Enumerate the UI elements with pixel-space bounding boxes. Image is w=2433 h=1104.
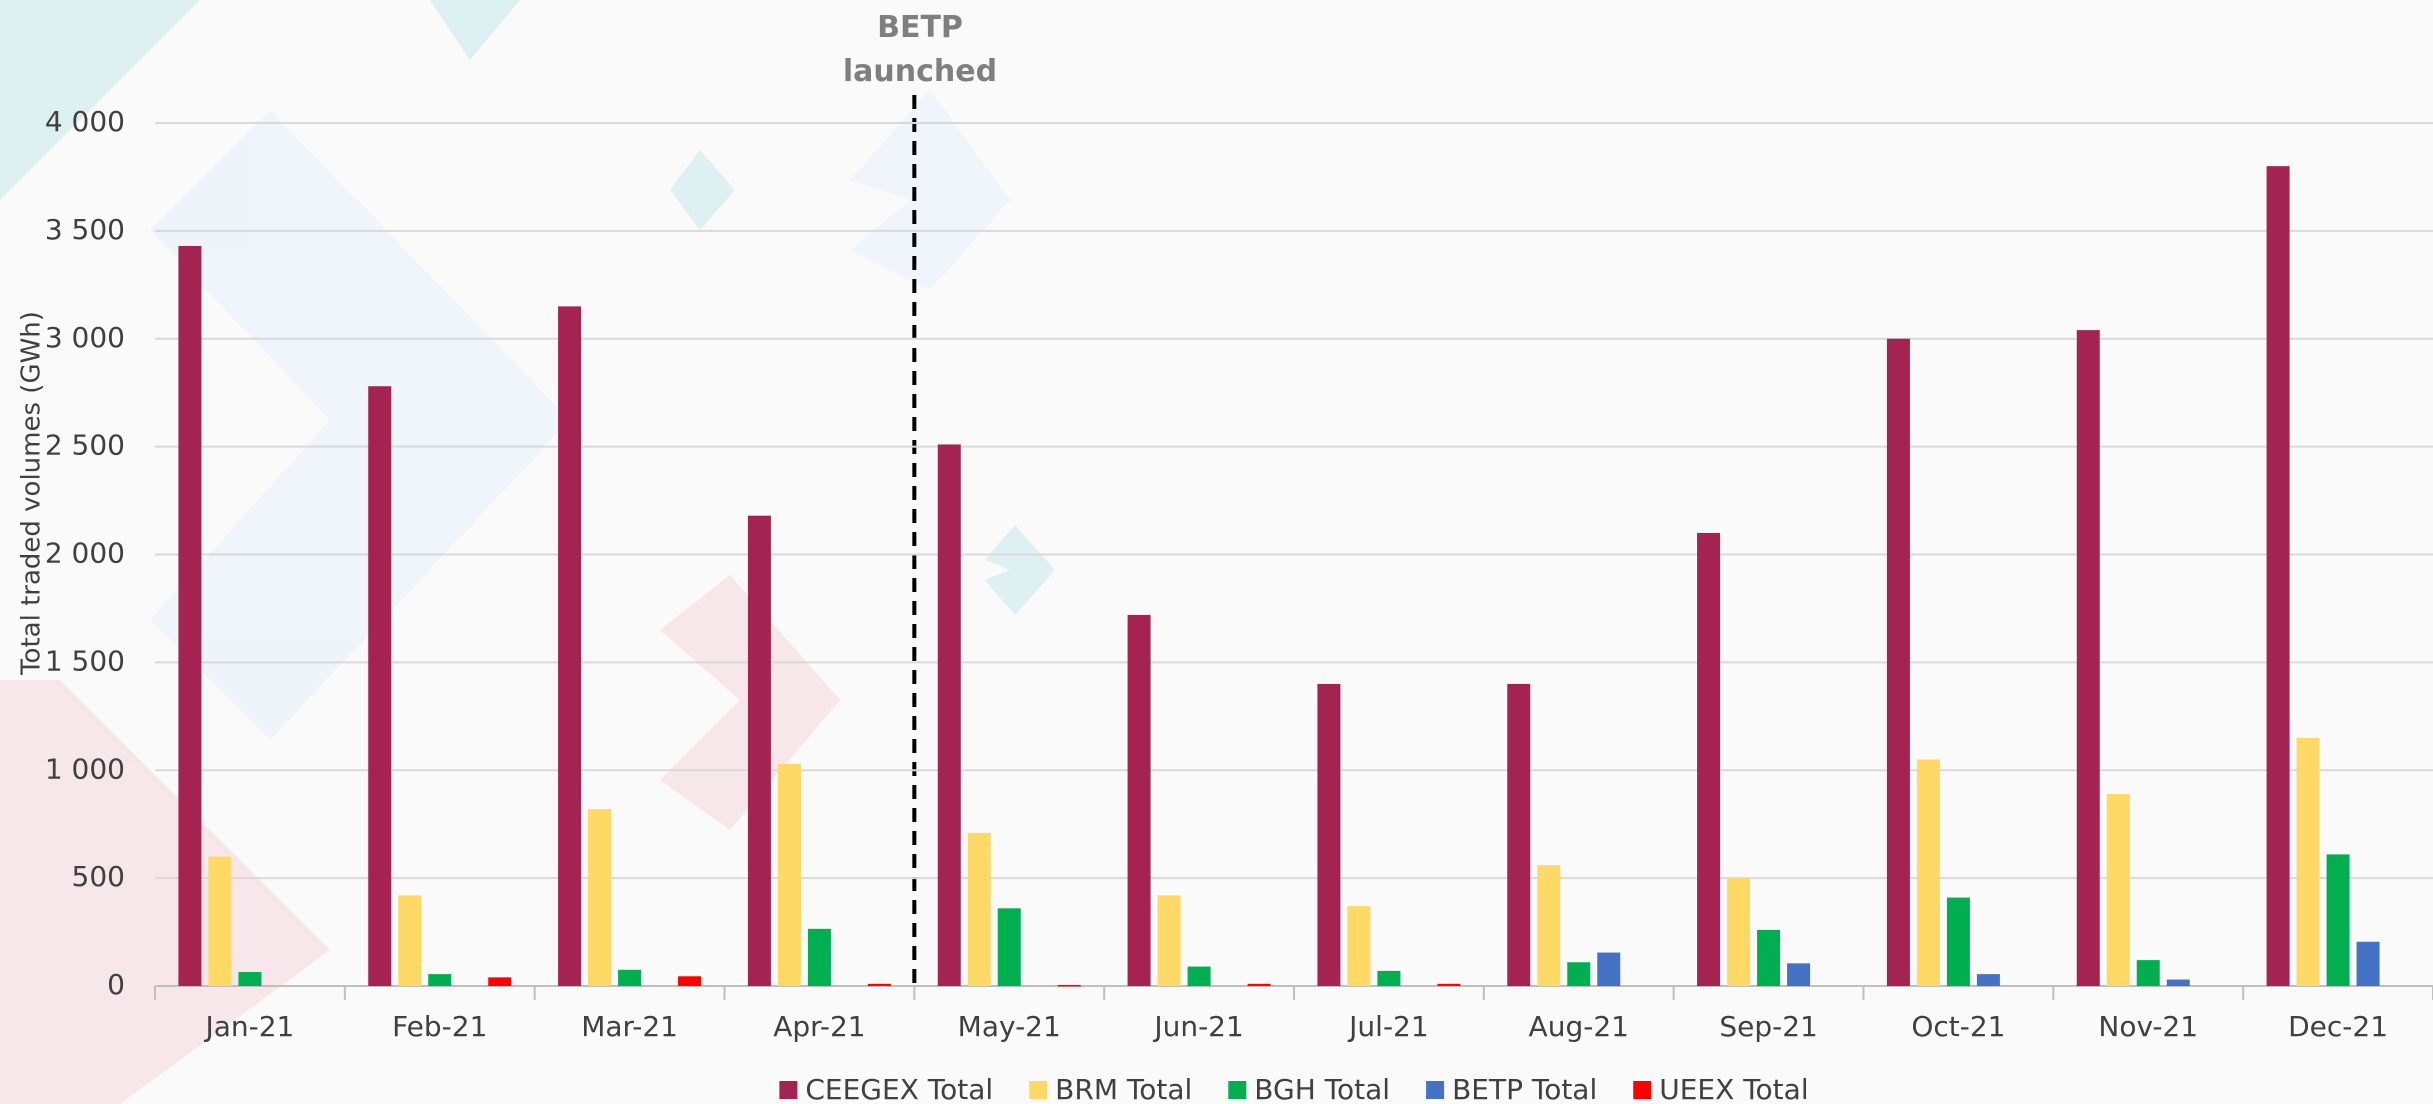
bar [1886,338,1910,986]
bar [1057,984,1081,987]
bar [937,444,961,986]
y-tick-label: 4 000 [45,105,125,138]
bar [368,386,392,987]
bar [1317,683,1341,986]
x-tick-label: Nov-21 [2098,1010,2198,1043]
legend-label: UEEX Total [1659,1073,1808,1104]
bar [208,856,232,986]
bar [777,763,801,986]
x-tick-label: Apr-21 [773,1010,865,1043]
bar [747,515,771,986]
bar [588,809,612,986]
bar [2266,166,2290,986]
bar [2326,854,2350,986]
bar [1247,983,1271,986]
x-tick-label: Oct-21 [1911,1010,2005,1043]
bar [807,928,831,986]
bar [1757,929,1781,986]
bar [1157,895,1181,986]
bar [1537,865,1561,986]
x-tick-label: Jul-21 [1347,1010,1429,1043]
bar [1787,963,1811,986]
legend-label: BETP Total [1452,1073,1597,1104]
legend-swatch [1228,1081,1247,1099]
legend-swatch [1633,1081,1652,1099]
x-tick-label: Dec-21 [2288,1010,2388,1043]
y-tick-label: 2 500 [45,429,125,462]
bar [2106,793,2130,986]
bar [1946,897,1970,986]
y-tick-label: 0 [107,968,125,1001]
bar [1976,974,2000,986]
legend-swatch [1029,1081,1048,1099]
bar [1127,614,1151,986]
bar [2296,737,2320,986]
annotation: BETP launched [842,10,998,89]
y-tick-label: 2 000 [45,537,125,570]
x-tick-label: Sep-21 [1719,1010,1818,1043]
bar [1377,970,1401,986]
bar [1597,952,1621,986]
bar [867,983,891,986]
legend-swatch [1426,1081,1445,1099]
bar [1697,532,1721,986]
bar [1347,906,1371,986]
x-tick-label: Feb-21 [392,1010,487,1043]
y-tick-label: 3 500 [45,213,125,246]
bar [1567,962,1591,986]
legend-label: BGH Total [1254,1073,1390,1104]
bar [2136,960,2160,986]
bar [558,306,582,986]
x-tick-label: Aug-21 [1529,1010,1629,1043]
bar [1916,759,1940,986]
bar [2076,330,2100,986]
bar [2356,941,2380,986]
bar [1727,878,1751,986]
y-tick-label: 1 000 [45,752,125,785]
bar [238,971,262,986]
bar [488,977,512,986]
x-tick-label: Mar-21 [581,1010,678,1043]
bar [1507,683,1531,986]
bar [678,976,702,986]
bar [618,969,642,986]
x-tick-label: Jun-21 [1152,1010,1243,1043]
legend-label: BRM Total [1055,1073,1192,1104]
x-tick-label: May-21 [958,1010,1061,1043]
bar [1437,983,1461,986]
y-tick-label: 1 500 [45,644,125,677]
y-tick-label: 500 [72,860,125,893]
bar [2166,979,2190,986]
bar [997,908,1021,986]
background-decoration [0,0,1055,1104]
bar [967,832,991,986]
legend-swatch [779,1081,798,1099]
x-tick-label: Jan-21 [203,1010,294,1043]
bar [178,245,202,987]
bar [398,895,422,986]
bar [428,974,452,986]
y-tick-label: 3 000 [45,321,125,354]
bar [1187,966,1211,986]
y-axis-label: Total traded volumes (GWh) [17,311,47,676]
legend-label: CEEGEX Total [805,1073,993,1104]
